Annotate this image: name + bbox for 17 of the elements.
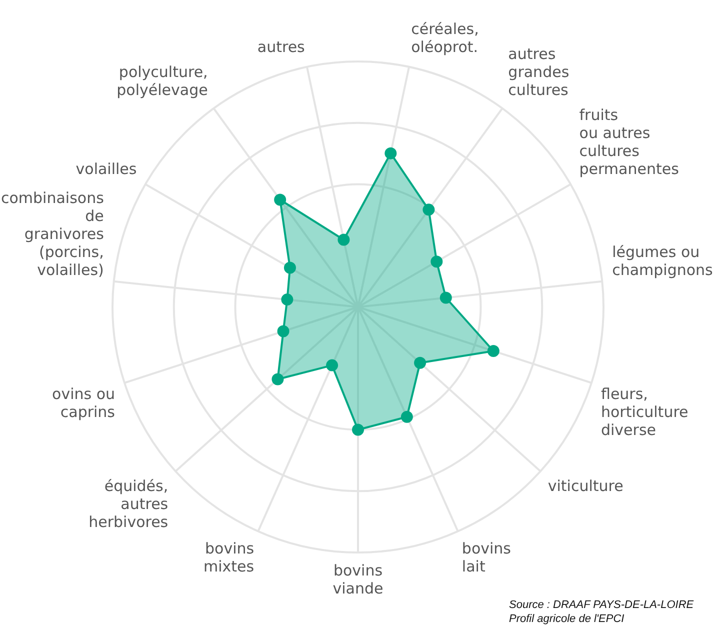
source-note: Source : DRAAF PAYS-DE-LA-LOIRE [509,598,694,612]
spoke-label: légumes ou champignons [612,243,714,280]
spoke-label: autres [257,38,306,56]
spoke-label: équidés, autres herbivores [88,476,168,531]
spoke-label: bovins lait [462,539,512,576]
spoke-label: polyculture, polyélevage [116,63,208,100]
spoke-label: volailles [76,160,137,178]
spoke-label: bovins mixtes [203,539,254,576]
spoke-label: autres grandes cultures [508,45,570,100]
spoke-label: bovins viande [332,561,384,598]
spoke-label: viticulture [548,476,624,495]
spoke-label: fruits ou autres cultures permanentes [579,106,680,178]
spoke-label: combinaisons de granivores (porcins, volailles) [1,189,104,280]
text: Profil agricole de l'EPCI [509,612,626,625]
spoke-label: fleurs, horticulture diverse [600,384,688,439]
spoke-label: céréales, oléoprot. [411,20,479,56]
spoke-label: ovins ou caprins [52,384,116,421]
